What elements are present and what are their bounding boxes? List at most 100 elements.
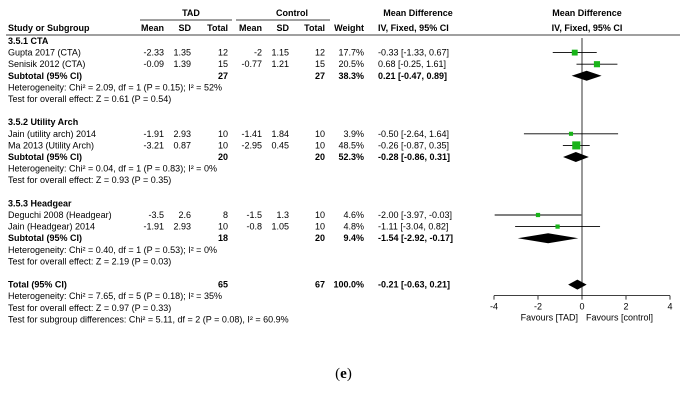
note-text: Test for overall effect: Z = 0.61 (P = 0… [8,94,171,104]
subtotal-diamond [517,233,579,244]
cell-mean-tad: -2.33 [143,48,164,58]
cell-mean-control: -1.5 [246,210,262,220]
cell-weight: 4.6% [343,210,364,220]
cell-total-control: 10 [315,129,325,139]
cell-mean-tad: -0.09 [143,59,164,69]
header-group-tad: TAD [182,8,200,18]
cell-mean-difference-ci: -0.21 [-0.63, 0.21] [378,280,450,290]
forest-table: TAD Control Mean Difference Mean Difference… [6,8,680,324]
note-text: Heterogeneity: Chi² = 2.09, df = 1 (P = … [8,82,222,92]
header-group-control: Control [276,8,308,18]
cell-sd-tad: 2.6 [178,210,191,220]
note-text: Test for overall effect: Z = 2.19 (P = 0… [8,256,171,266]
x-axis-tick-label: -2 [534,302,542,312]
header-mean-tad: Mean [141,23,164,33]
header-sd-control: SD [276,23,289,33]
cell-mean-tad: -1.91 [143,129,164,139]
cell-weight: 3.9% [343,129,364,139]
cell-total-tad: 10 [218,140,228,150]
cell-mean-difference-ci: -0.26 [-0.87, 0.35] [378,140,449,150]
cell-sd-control: 1.21 [271,59,289,69]
header-sd-tad: SD [178,23,191,33]
cell-total-tad: 15 [218,59,228,69]
header-md-method: IV, Fixed, 95% CI [378,23,449,33]
header-md-method-plot: IV, Fixed, 95% CI [552,23,623,33]
header-study: Study or Subgroup [8,23,90,33]
header-weight: Weight [334,23,364,33]
cell-weight: 4.8% [343,222,364,232]
note-text: Test for overall effect: Z = 0.97 (P = 0… [8,303,171,313]
header-total-tad: Total [207,23,228,33]
forest-plot-area: -4 -2 0 2 4 Favours [TAD] Favours [control] [490,38,673,323]
cell-mean-tad: -3.5 [148,210,164,220]
cell-mean-difference-ci: -0.28 [-0.86, 0.31] [378,152,450,162]
cell-mean-tad: -1.91 [143,222,164,232]
study-label: Deguchi 2008 (Headgear) [8,210,112,220]
cell-mean-control: -2.95 [241,140,262,150]
note-text: Heterogeneity: Chi² = 0.40, df = 1 (P = … [8,245,217,255]
subgroup-heading: 3.5.1 CTA [8,36,49,46]
cell-mean-difference-ci: 0.21 [-0.47, 0.89] [378,71,447,81]
cell-sd-control: 1.15 [271,48,289,58]
x-axis-tick-label: 4 [667,302,672,312]
cell-sd-tad: 1.39 [173,59,191,69]
cell-total-tad: 10 [218,129,228,139]
cell-total-control: 10 [315,222,325,232]
favours-control-label: Favours [control] [586,313,653,323]
cell-mean-difference-ci: -1.54 [-2.92, -0.17] [378,233,453,243]
study-point-estimate [555,224,560,229]
cell-weight: 48.5% [338,140,364,150]
subtotal-diamond [571,70,602,81]
favours-tad-label: Favours [TAD] [521,313,578,323]
note-text: Heterogeneity: Chi² = 7.65, df = 5 (P = … [8,291,222,301]
header-mean-difference: Mean Difference [383,8,453,18]
study-label: Jain (Headgear) 2014 [8,222,95,232]
cell-sd-control: 1.05 [271,222,289,232]
study-point-estimate [568,131,574,136]
caption-letter: e [340,366,347,382]
cell-weight: 20.5% [338,59,364,69]
cell-sd-tad: 2.93 [173,129,191,139]
cell-mean-difference-ci: -0.50 [-2.64, 1.64] [378,129,449,139]
note-text: Test for overall effect: Z = 0.93 (P = 0… [8,175,171,185]
header-mean-control: Mean [239,23,262,33]
cell-mean-control: -0.8 [246,222,262,232]
total-diamond [568,279,587,290]
study-point-estimate [572,141,581,150]
cell-total-tad: 18 [218,233,228,243]
cell-total-tad: 10 [218,222,228,232]
cell-weight: 52.3% [338,152,364,162]
note-text: Heterogeneity: Chi² = 0.04, df = 1 (P = … [8,164,217,174]
x-axis-tick-label: 2 [623,302,628,312]
cell-sd-control: 0.45 [271,140,289,150]
cell-total-tad: 8 [223,210,228,220]
cell-mean-difference-ci: -1.11 [-3.04, 0.82] [378,222,448,232]
subtotal-diamond [563,152,589,162]
cell-sd-tad: 1.35 [173,48,191,58]
cell-total-control: 15 [315,59,325,69]
subgroup-heading: 3.5.3 Headgear [8,198,72,208]
study-label: Senisik 2012 (CTA) [8,59,85,69]
cell-weight: 9.4% [343,233,364,243]
study-point-estimate [535,212,541,218]
cell-total-control: 27 [315,71,325,81]
cell-mean-control: -2 [254,48,262,58]
cell-total-control: 10 [315,140,325,150]
cell-weight: 100.0% [333,280,364,290]
cell-sd-control: 1.3 [276,210,289,220]
x-axis-tick-label: -4 [490,302,498,312]
cell-total-control: 10 [315,210,325,220]
cell-total-control: 20 [315,233,325,243]
cell-total-control: 67 [315,280,325,290]
subtotal-label: Subtotal (95% CI) [8,233,82,243]
x-axis-tick-label: 0 [579,302,584,312]
figure-caption: (e) [335,366,352,382]
cell-total-control: 20 [315,152,325,162]
subtotal-label: Subtotal (95% CI) [8,152,82,162]
cell-mean-difference-ci: -2.00 [-3.97, -0.03] [378,210,452,220]
cell-total-control: 12 [315,48,325,58]
cell-weight: 17.7% [338,48,364,58]
header-total-control: Total [304,23,325,33]
subtotal-label: Subtotal (95% CI) [8,71,82,81]
